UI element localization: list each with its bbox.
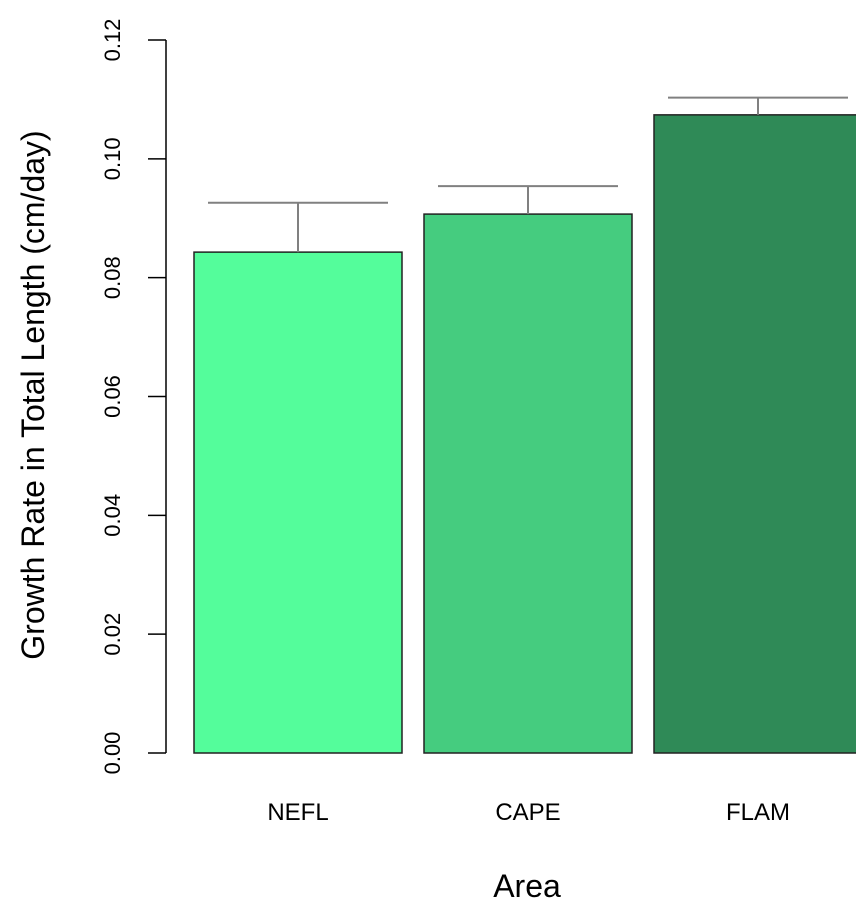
x-axis-labels: NEFL CAPE FLAM — [267, 799, 790, 826]
y-axis: 0.00 0.02 0.04 0.06 0.08 0.10 0.12 — [100, 19, 167, 775]
x-axis-title: Area — [493, 868, 561, 904]
y-tick-label: 0.10 — [100, 137, 125, 180]
x-tick-label: FLAM — [726, 799, 790, 826]
x-tick-label: NEFL — [267, 799, 328, 826]
bar-nefl — [193, 251, 403, 754]
y-tick-label: 0.08 — [100, 256, 125, 299]
x-tick-label: CAPE — [495, 799, 560, 826]
y-tick-label: 0.04 — [100, 494, 125, 537]
bar-flam — [653, 114, 856, 754]
bars-group — [193, 114, 856, 754]
y-tick-label: 0.12 — [100, 19, 125, 62]
y-axis-title: Growth Rate in Total Length (cm/day) — [15, 130, 51, 659]
y-tick-label: 0.00 — [100, 732, 125, 775]
y-tick-label: 0.02 — [100, 613, 125, 656]
bar-cape — [423, 213, 633, 754]
y-tick-label: 0.06 — [100, 375, 125, 418]
error-bars-group — [208, 96, 848, 253]
